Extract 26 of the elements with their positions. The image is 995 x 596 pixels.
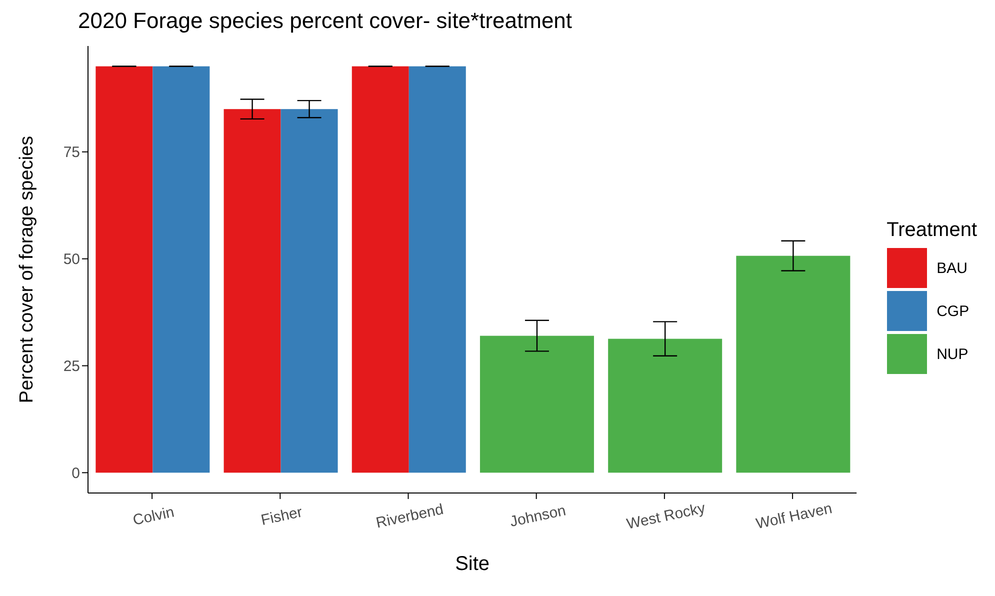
bar xyxy=(352,66,409,473)
x-tick-label: Wolf Haven xyxy=(754,500,834,533)
legend-title: Treatment xyxy=(886,219,977,242)
bar xyxy=(480,336,594,473)
x-tick-label: Johnson xyxy=(508,502,568,531)
bar xyxy=(224,109,281,473)
text: NUP xyxy=(936,346,968,362)
x-tick-label: Fisher xyxy=(260,504,304,529)
bar xyxy=(280,109,338,473)
chart-title: 2020 Forage species percent cover- site*treatment xyxy=(78,8,572,34)
text: CGP xyxy=(936,302,970,320)
bar xyxy=(608,338,722,473)
x-axis-title: Site xyxy=(455,553,490,575)
bar xyxy=(408,66,466,473)
x-tick-label: Riverbend xyxy=(374,500,446,532)
x-tick-label: West Rocky xyxy=(625,500,708,533)
text: BAU xyxy=(936,260,968,276)
y-axis-title: Percent cover of forage species xyxy=(16,136,38,404)
x-tick-label: Colvin xyxy=(131,504,176,529)
y-tick-label: 25 xyxy=(63,358,80,376)
bar xyxy=(736,256,850,473)
bar xyxy=(152,66,210,473)
y-tick-label: 75 xyxy=(63,144,80,162)
y-tick-label: 50 xyxy=(63,251,80,268)
bar xyxy=(96,66,153,473)
y-tick-label: 0 xyxy=(72,465,80,482)
